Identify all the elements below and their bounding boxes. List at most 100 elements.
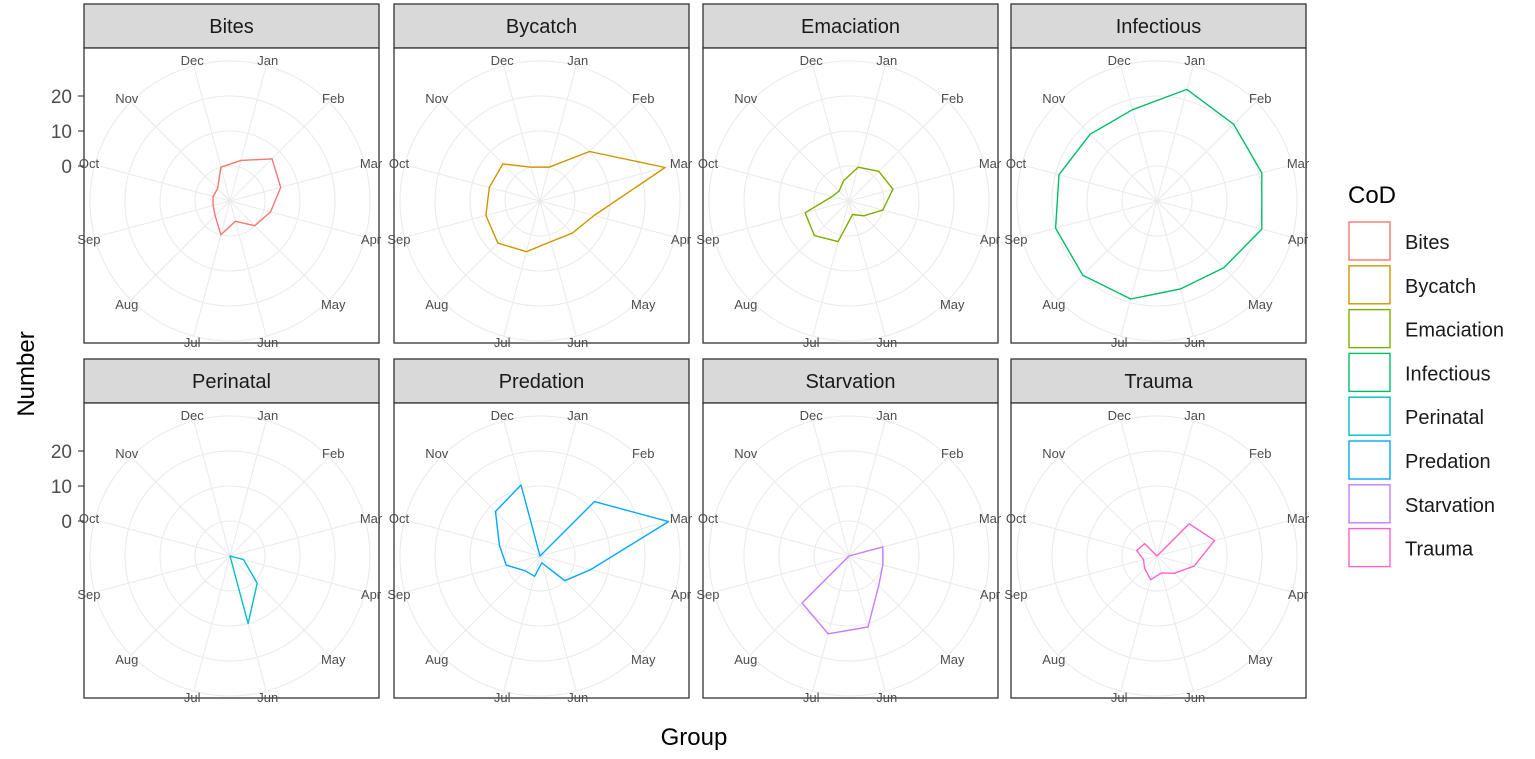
legend-label: Trauma [1405, 539, 1474, 561]
legend-item-infectious: Infectious [1348, 352, 1491, 393]
legend-label: Perinatal [1405, 407, 1484, 429]
month-label-jun: Jun [567, 335, 588, 350]
month-label-sep: Sep [696, 587, 719, 602]
month-label-dec: Dec [1108, 408, 1132, 423]
legend-key [1348, 440, 1391, 480]
month-label-aug: Aug [734, 297, 757, 312]
radial-gridline [1086, 485, 1228, 627]
month-label-jul: Jul [803, 335, 820, 350]
radial-gridline [159, 130, 301, 272]
month-label-apr: Apr [980, 587, 1001, 602]
month-label-jun: Jun [1184, 335, 1205, 350]
facet-strip-label: Predation [499, 371, 585, 393]
month-label-feb: Feb [322, 91, 344, 106]
month-label-may: May [1248, 652, 1273, 667]
month-label-nov: Nov [115, 91, 139, 106]
month-label-sep: Sep [77, 232, 100, 247]
month-label-mar: Mar [360, 511, 383, 526]
month-label-nov: Nov [734, 91, 758, 106]
month-label-oct: Oct [389, 511, 410, 526]
month-label-sep: Sep [77, 587, 100, 602]
month-label-apr: Apr [1288, 232, 1309, 247]
month-label-aug: Aug [734, 652, 757, 667]
month-label-feb: Feb [1249, 446, 1271, 461]
month-label-apr: Apr [980, 232, 1001, 247]
radial-gridline [813, 165, 885, 237]
month-label-mar: Mar [670, 511, 693, 526]
month-label-mar: Mar [1287, 511, 1310, 526]
month-label-jun: Jun [567, 690, 588, 705]
facet-strip-label: Starvation [805, 371, 895, 393]
legend-item-trauma: Trauma [1348, 527, 1474, 568]
radial-gridline [504, 520, 576, 592]
month-label-jul: Jul [184, 690, 201, 705]
radial-gridline [1121, 520, 1193, 592]
radial-gridline [1121, 165, 1193, 237]
facet-strip [1010, 3, 1307, 49]
radial-gridline [1051, 450, 1263, 662]
radial-gridline [194, 520, 266, 592]
facet-strip-label: Perinatal [192, 371, 271, 393]
month-label-feb: Feb [941, 91, 963, 106]
series-line-perinatal [229, 555, 258, 625]
month-label-apr: Apr [671, 587, 692, 602]
facet-bites: Bites 0 10 20 Jan Feb Mar Apr May Jun Jul Aug Sep Oct… [51, 3, 383, 350]
facet-strip [1010, 358, 1307, 404]
month-label-jan: Jan [567, 408, 588, 423]
month-label-jul: Jul [494, 690, 511, 705]
month-label-mar: Mar [979, 511, 1002, 526]
month-label-apr: Apr [361, 587, 382, 602]
month-label-mar: Mar [360, 156, 383, 171]
month-label-oct: Oct [389, 156, 410, 171]
facet-emaciation: Emaciation Jan Feb Mar Apr May Jun Jul Aug Sep Oct… [696, 3, 1002, 350]
month-label-sep: Sep [696, 232, 719, 247]
month-label-jun: Jun [876, 690, 897, 705]
series-line-bites [212, 158, 282, 236]
month-label-apr: Apr [671, 232, 692, 247]
month-label-feb: Feb [632, 91, 654, 106]
facet-trauma: Trauma Jan Feb Mar Apr May Jun Jul Aug Sep Oct Nov D… [1004, 358, 1310, 705]
month-label-sep: Sep [387, 587, 410, 602]
month-label-nov: Nov [115, 446, 139, 461]
month-label-dec: Dec [800, 408, 824, 423]
legend-key [1348, 265, 1391, 305]
month-label-sep: Sep [1004, 587, 1027, 602]
facet-predation: Predation Jan Feb Mar Apr May Jun Jul Aug Sep Oct N… [387, 358, 693, 705]
legend-label: Infectious [1405, 363, 1491, 385]
facet-strip-label: Bycatch [506, 16, 577, 38]
radial-gridline [1016, 415, 1298, 697]
month-label-mar: Mar [979, 156, 1002, 171]
radial-gridline [434, 450, 646, 662]
radial-gridline [469, 485, 611, 627]
facet-strip-label: Infectious [1116, 16, 1202, 38]
month-label-sep: Sep [387, 232, 410, 247]
facet-starvation: Starvation Jan Feb Mar Apr May Jun Jul Aug Sep Oct… [696, 358, 1002, 705]
legend-item-bites: Bites [1348, 221, 1449, 261]
month-label-oct: Oct [698, 511, 719, 526]
legend-key [1348, 484, 1391, 524]
legend-label: Bycatch [1405, 276, 1476, 298]
radial-gridline [708, 415, 990, 697]
month-label-nov: Nov [734, 446, 758, 461]
month-label-feb: Feb [941, 446, 963, 461]
radial-gridline [743, 95, 955, 307]
month-label-oct: Oct [1006, 511, 1027, 526]
facet-bycatch: Bycatch Jan Feb Mar Apr May Jun Jul Aug Sep Oct Nov… [387, 3, 693, 350]
month-label-dec: Dec [181, 408, 205, 423]
month-label-nov: Nov [425, 446, 449, 461]
month-label-may: May [940, 297, 965, 312]
month-label-dec: Dec [181, 53, 205, 68]
month-label-jun: Jun [876, 335, 897, 350]
month-label-may: May [321, 652, 346, 667]
radial-gridline [778, 485, 920, 627]
y-tick-label: 0 [61, 512, 72, 533]
radial-gridline [813, 520, 885, 592]
y-tick-label: 20 [51, 87, 72, 108]
month-label-dec: Dec [491, 408, 515, 423]
month-label-jun: Jun [257, 335, 278, 350]
month-label-dec: Dec [1108, 53, 1132, 68]
facet-strip-label: Emaciation [801, 16, 900, 38]
month-label-aug: Aug [115, 652, 138, 667]
radial-gridline [124, 450, 336, 662]
facet-strip [83, 3, 380, 49]
